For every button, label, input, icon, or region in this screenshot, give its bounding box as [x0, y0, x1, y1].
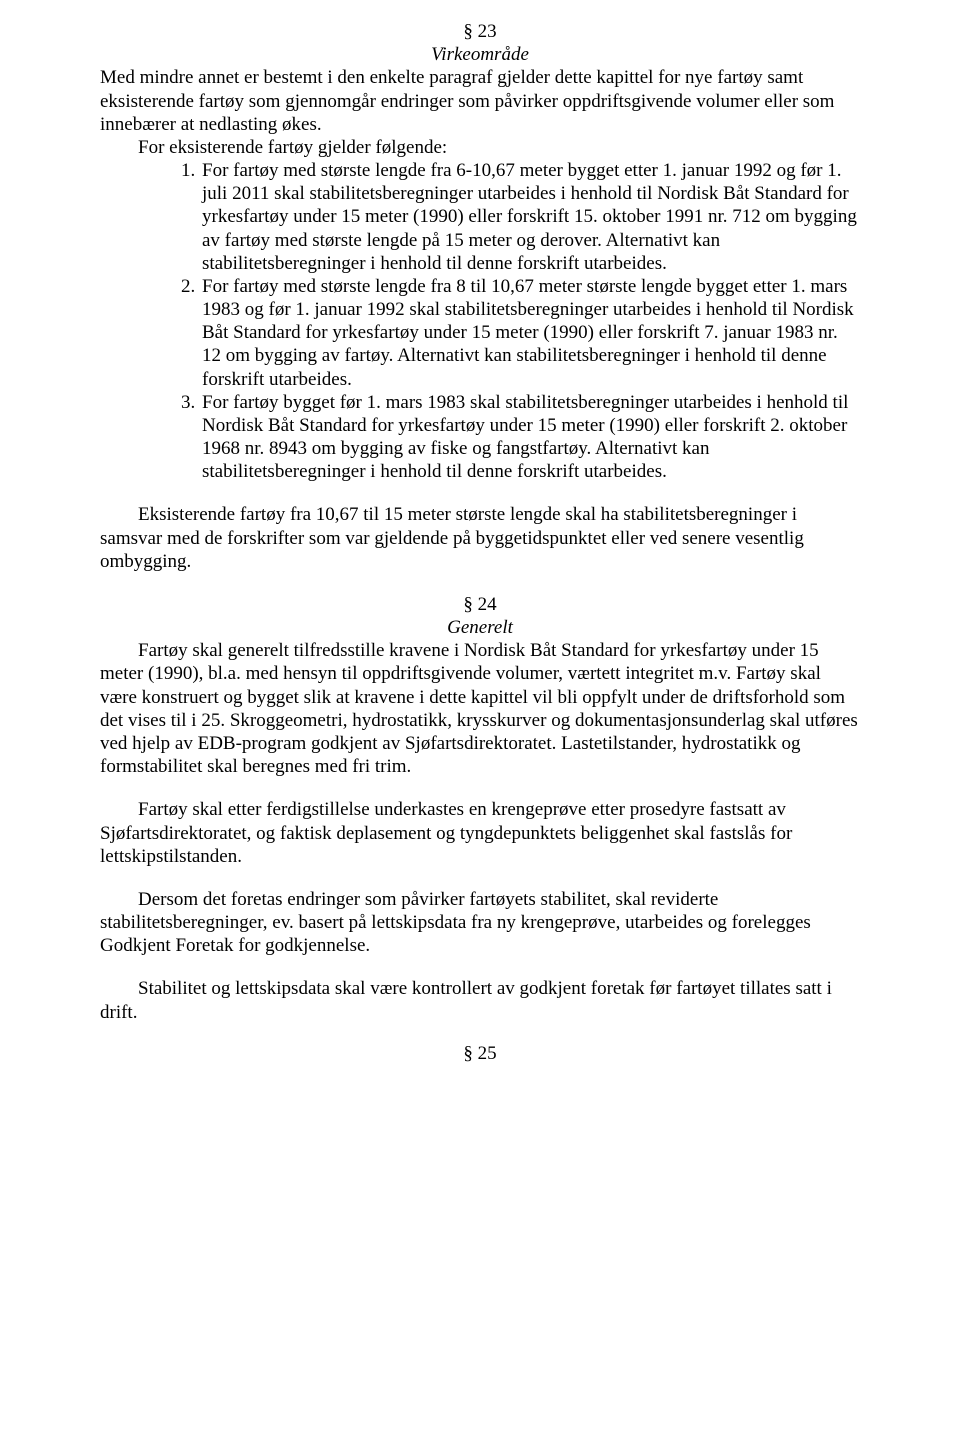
section-25-number: § 25 — [100, 1042, 860, 1065]
section-23-lead: For eksisterende fartøy gjelder følgende… — [100, 136, 860, 159]
section-24-title: Generelt — [100, 616, 860, 639]
list-item: For fartøy med største lengde fra 6-10,6… — [200, 159, 860, 275]
section-23-list: For fartøy med største lengde fra 6-10,6… — [100, 159, 860, 483]
section-24-p2: Fartøy skal etter ferdigstillelse underk… — [100, 798, 860, 868]
section-24-number: § 24 — [100, 593, 860, 616]
section-23-intro: Med mindre annet er bestemt i den enkelt… — [100, 66, 860, 136]
section-24-p1: Fartøy skal generelt tilfredsstille krav… — [100, 639, 860, 778]
section-24-p4: Stabilitet og lettskipsdata skal være ko… — [100, 977, 860, 1023]
document-page: § 23 Virkeområde Med mindre annet er bes… — [0, 0, 960, 1456]
list-item: For fartøy bygget før 1. mars 1983 skal … — [200, 391, 860, 484]
list-item: For fartøy med største lengde fra 8 til … — [200, 275, 860, 391]
section-23-after: Eksisterende fartøy fra 10,67 til 15 met… — [100, 503, 860, 573]
section-23-title: Virkeområde — [100, 43, 860, 66]
section-23-number: § 23 — [100, 20, 860, 43]
section-24-p3: Dersom det foretas endringer som påvirke… — [100, 888, 860, 958]
